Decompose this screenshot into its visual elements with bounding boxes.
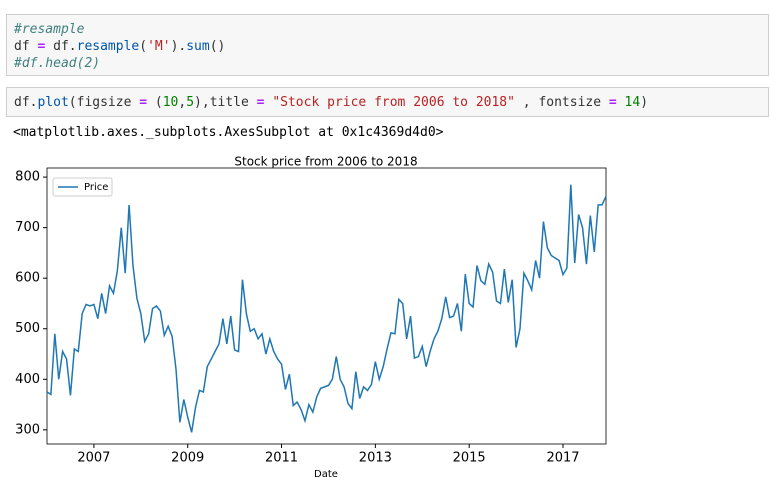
y-tick-label: 600 bbox=[15, 271, 40, 286]
code-token: "Stock price from 2006 to 2018" bbox=[272, 95, 515, 110]
x-axis-label: Date bbox=[314, 469, 338, 478]
y-tick-label: 500 bbox=[15, 321, 40, 336]
code-token: 'M' bbox=[147, 39, 171, 54]
output-text: <matplotlib.axes._subplots.AxesSubplot a… bbox=[13, 125, 444, 140]
code-token: () bbox=[209, 39, 226, 54]
x-tick-label: 2017 bbox=[546, 451, 579, 466]
legend-box bbox=[52, 177, 113, 197]
code-token: = bbox=[139, 95, 148, 110]
x-tick-label: 2013 bbox=[359, 451, 392, 466]
price-line bbox=[46, 184, 607, 433]
legend-label: Price bbox=[84, 182, 108, 193]
code-token: ). bbox=[170, 39, 187, 54]
plot-frame bbox=[46, 167, 607, 445]
y-tick-label: 700 bbox=[15, 220, 40, 235]
code-token: (figsize bbox=[68, 95, 140, 110]
code-cell[interactable]: #resample df = df.resample('M').sum() #df.… bbox=[6, 14, 769, 76]
code-line: #df.head(2) bbox=[14, 55, 761, 72]
code-token: 5 bbox=[186, 95, 195, 110]
code-token: #df.head(2) bbox=[14, 56, 101, 71]
code-token: 10 bbox=[162, 95, 179, 110]
x-tick-label: 2009 bbox=[171, 451, 204, 466]
x-tick-label: 2007 bbox=[77, 451, 110, 466]
code-line: df = df.resample('M').sum() bbox=[14, 38, 761, 55]
code-token: plot bbox=[37, 95, 69, 110]
code-token: df. bbox=[14, 95, 38, 110]
y-tick-label: 300 bbox=[15, 422, 40, 437]
code-token: = bbox=[608, 95, 617, 110]
code-token: ),title bbox=[194, 95, 257, 110]
code-token: ( bbox=[147, 95, 163, 110]
x-tick-label: 2015 bbox=[453, 451, 486, 466]
code-token: #resample bbox=[14, 22, 85, 37]
x-tick-label: 2011 bbox=[265, 451, 298, 466]
chart-title: Stock price from 2006 to 2018 bbox=[234, 155, 417, 169]
code-token: , fontsize bbox=[514, 95, 609, 110]
code-line: #resample bbox=[14, 21, 761, 38]
code-token: = bbox=[37, 39, 46, 54]
y-tick-label: 400 bbox=[15, 372, 40, 387]
code-token: = bbox=[256, 95, 265, 110]
code-token: resample bbox=[76, 39, 140, 54]
code-token: 14 bbox=[624, 95, 641, 110]
code-token: sum bbox=[186, 39, 210, 54]
code-token: ) bbox=[640, 95, 649, 110]
code-line: df.plot(figsize = (10,5),title = "Stock … bbox=[14, 94, 761, 111]
code-cell[interactable]: df.plot(figsize = (10,5),title = "Stock … bbox=[6, 87, 769, 117]
code-token: df bbox=[14, 39, 38, 54]
code-token: , bbox=[178, 95, 187, 110]
y-tick-label: 800 bbox=[15, 170, 40, 185]
code-token: ( bbox=[139, 39, 148, 54]
code-token: df. bbox=[45, 39, 77, 54]
